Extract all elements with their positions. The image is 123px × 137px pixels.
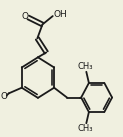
Text: CH₃: CH₃ bbox=[77, 124, 93, 133]
Text: CH₃: CH₃ bbox=[77, 62, 93, 71]
Text: O: O bbox=[0, 92, 7, 101]
Text: OH: OH bbox=[54, 10, 67, 19]
Text: O: O bbox=[22, 12, 29, 21]
